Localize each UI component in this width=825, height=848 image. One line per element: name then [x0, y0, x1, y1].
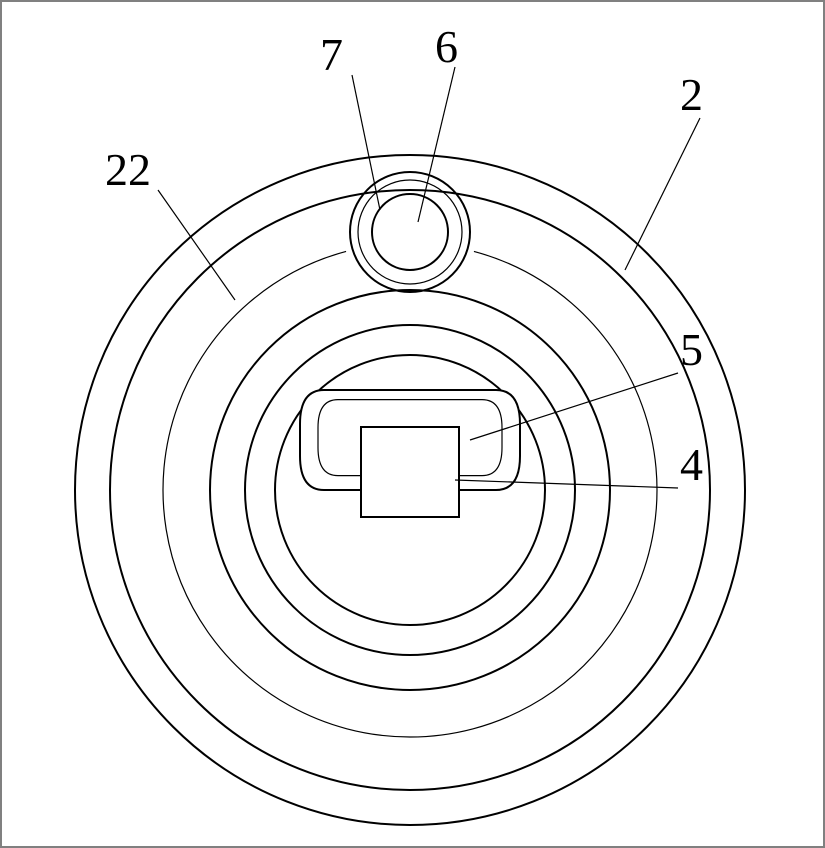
label-4: 4 — [680, 439, 703, 490]
leader-7 — [352, 75, 380, 210]
label-5: 5 — [680, 324, 703, 375]
label-6: 6 — [435, 21, 458, 72]
label-7: 7 — [320, 29, 343, 80]
button6-mid — [358, 180, 462, 284]
button6-inner — [372, 194, 448, 270]
label-2: 2 — [680, 69, 703, 120]
label-22: 22 — [105, 144, 151, 195]
leader-22 — [158, 190, 235, 300]
square-4 — [361, 427, 459, 517]
leader-2 — [625, 118, 700, 270]
